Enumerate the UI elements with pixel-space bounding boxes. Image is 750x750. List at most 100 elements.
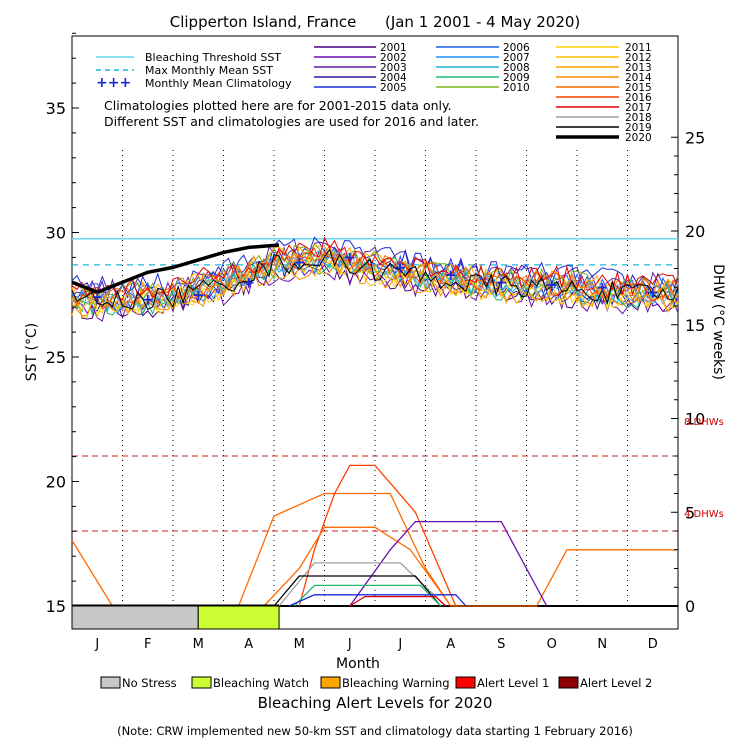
alert-swatch-level1 bbox=[455, 676, 476, 689]
sst-series-2017 bbox=[71, 236, 679, 301]
legend-year-label: 2009 bbox=[503, 72, 530, 84]
x-tick-label: D bbox=[648, 637, 658, 652]
climatology-marker: + bbox=[141, 291, 154, 309]
legend-year-label: 2012 bbox=[625, 52, 652, 64]
alert-bar-2020 bbox=[71, 605, 280, 630]
x-tick-label: S bbox=[497, 637, 505, 652]
legend-year-label: 2018 bbox=[625, 112, 652, 124]
note-line-1: Climatologies plotted here are for 2001-… bbox=[104, 98, 452, 113]
climatology-marker: + bbox=[343, 248, 356, 266]
climatology-marker: + bbox=[91, 288, 104, 306]
sst-series-2001 bbox=[71, 258, 679, 320]
sst-series-2014 bbox=[71, 257, 679, 317]
alert-label-warning: Bleaching Warning bbox=[342, 676, 450, 690]
legend-year-label: 2002 bbox=[380, 52, 407, 64]
sst-series-2012 bbox=[71, 259, 679, 319]
legend-mmm-label: Max Monthly Mean SST bbox=[145, 64, 273, 77]
alert-swatch-watch bbox=[191, 676, 212, 689]
y-tick-label-right: 20 bbox=[685, 222, 705, 241]
legend-year-label: 2019 bbox=[625, 122, 652, 134]
legend-year-label: 2016 bbox=[625, 92, 652, 104]
climatology-marker: + bbox=[293, 253, 306, 271]
legend-year-label: 2004 bbox=[380, 72, 407, 84]
y-tick-label-right: 15 bbox=[685, 316, 705, 335]
legend-year-label: 2017 bbox=[625, 102, 652, 114]
y-tick-label-right: 10 bbox=[685, 410, 705, 429]
x-tick-label: O bbox=[547, 637, 557, 652]
month-grid bbox=[122, 150, 628, 606]
footnote: (Note: CRW implemented new 50-km SST and… bbox=[117, 724, 633, 738]
alert-bar-segment bbox=[71, 605, 199, 630]
y-tick-label-left: 30 bbox=[46, 224, 66, 243]
legend-year-label: 2006 bbox=[503, 42, 530, 54]
reference-legend: Bleaching Threshold SST Max Monthly Mean… bbox=[96, 51, 292, 91]
legend-year-label: 2010 bbox=[503, 82, 530, 94]
y-axis-label-right: DHW (°C weeks) bbox=[710, 264, 726, 380]
x-tick-label: A bbox=[446, 637, 455, 652]
legend-year-label: 2011 bbox=[625, 42, 652, 54]
sst-series-2003 bbox=[71, 241, 679, 303]
climatology-marker: + bbox=[646, 283, 659, 301]
x-tick-label: J bbox=[347, 637, 352, 652]
dhw-series-line bbox=[298, 464, 457, 607]
chart-title: Clipperton Island, France (Jan 1 2001 - … bbox=[170, 13, 581, 31]
y-tick-label-right: 0 bbox=[685, 597, 695, 616]
legend-year-label: 2003 bbox=[380, 62, 407, 74]
note-line-2: Different SST and climatologies are used… bbox=[104, 114, 479, 129]
dhw-series bbox=[71, 464, 678, 607]
x-tick-label: J bbox=[397, 637, 402, 652]
dhw-series-line bbox=[293, 584, 442, 607]
x-tick-label: M bbox=[193, 637, 204, 652]
climatology-marker: + bbox=[545, 276, 558, 294]
alert-label-no-stress: No Stress bbox=[122, 676, 177, 690]
alert-swatch-warning bbox=[320, 676, 341, 689]
alert-label-level1: Alert Level 1 bbox=[477, 676, 549, 690]
legend-year-label: 2005 bbox=[380, 82, 407, 94]
alert-label-level2: Alert Level 2 bbox=[580, 676, 652, 690]
legend-clim-markers: +++ bbox=[96, 75, 131, 91]
legend-clim-label: Monthly Mean Climatology bbox=[145, 77, 292, 90]
legend-year-label: 2014 bbox=[625, 72, 652, 84]
alert-label-watch: Bleaching Watch bbox=[213, 676, 309, 690]
climatology-marker: + bbox=[444, 266, 457, 284]
alert-legend: No Stress Bleaching Watch Bleaching Warn… bbox=[100, 676, 652, 690]
climatology-marker: + bbox=[596, 278, 609, 296]
alert-bar-segment bbox=[197, 605, 280, 630]
dhw-series-line bbox=[273, 575, 442, 607]
legend-year-label: 2007 bbox=[503, 52, 530, 64]
x-tick-label: A bbox=[244, 637, 253, 652]
alert-swatch-level2 bbox=[558, 676, 579, 689]
legend-year-label: 2013 bbox=[625, 62, 652, 74]
y-tick-label-left: 20 bbox=[46, 473, 66, 492]
climatology-markers: + + + + + + + + + + + + bbox=[91, 248, 659, 308]
y-axis-label-left: SST (°C) bbox=[24, 323, 40, 381]
y-tick-label-left: 25 bbox=[46, 348, 66, 367]
x-tick-label: M bbox=[294, 637, 305, 652]
sst-series-2016 bbox=[71, 247, 679, 309]
dhw-series-line bbox=[263, 526, 678, 607]
x-tick-label: J bbox=[94, 637, 99, 652]
alert-legend-title: Bleaching Alert Levels for 2020 bbox=[258, 694, 493, 712]
dhw-8-label: 8 DHWs bbox=[684, 417, 724, 428]
climatology-marker: + bbox=[192, 286, 205, 304]
sst-series-2020 bbox=[71, 243, 280, 295]
climatology-marker: + bbox=[495, 273, 508, 291]
dhw-series-line bbox=[288, 594, 467, 607]
sst-series-2009 bbox=[71, 253, 679, 317]
legend-year-label: 2020 bbox=[625, 132, 652, 144]
climatology-marker: + bbox=[242, 273, 255, 291]
dhw-series-line bbox=[349, 595, 447, 607]
y-tick-label-left: 35 bbox=[46, 99, 66, 118]
sst-series-2005 bbox=[71, 236, 679, 299]
axes: 15 20 25 30 35 0 5 10 15 20 25 J F M A M J J A S O N D bbox=[46, 32, 705, 652]
x-axis-label: Month bbox=[336, 656, 380, 672]
climatology-marker: + bbox=[394, 258, 407, 276]
alert-swatch-no-stress bbox=[100, 676, 121, 689]
dhw-4-label: 4 DHWs bbox=[684, 509, 724, 520]
y-tick-label-right: 25 bbox=[685, 128, 705, 147]
x-tick-label: N bbox=[597, 637, 607, 652]
legend-year-label: 2001 bbox=[380, 42, 407, 54]
sst-series-2019 bbox=[71, 248, 679, 311]
